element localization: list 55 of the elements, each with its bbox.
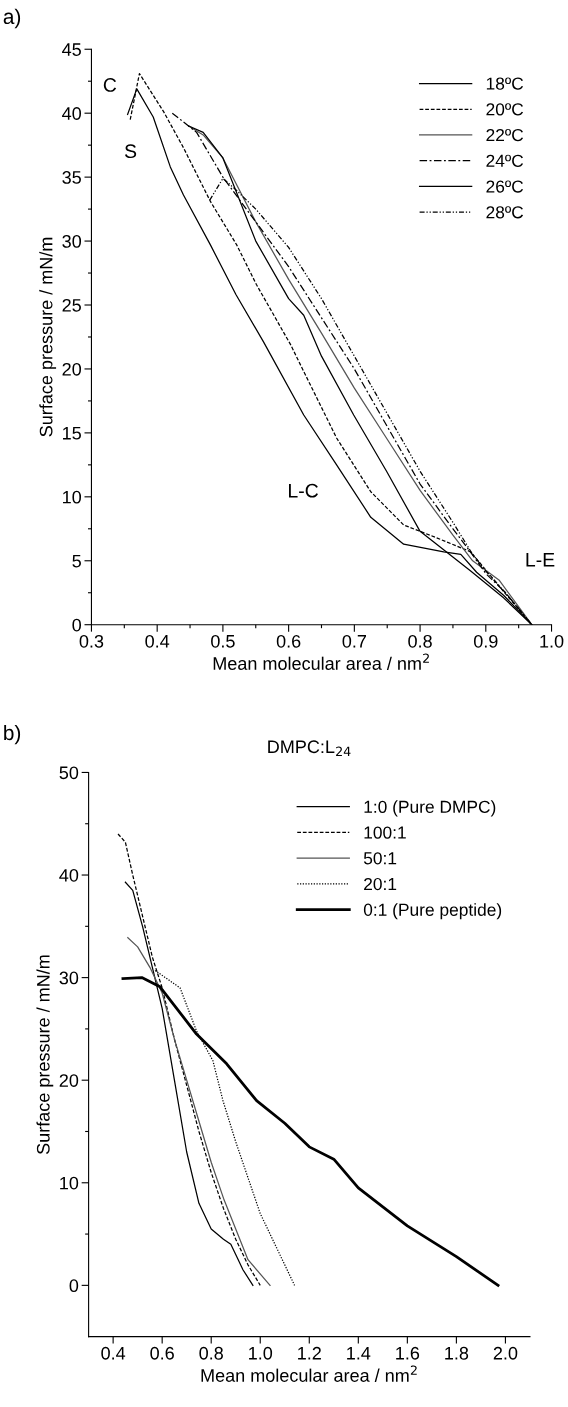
x-tick-label: 1.6: [396, 1346, 420, 1360]
x-axis-title: Mean molecular area / nm$^{2}$: [201, 1365, 417, 1382]
y-tick-label: 10: [63, 490, 82, 504]
x-tick-label: 2.0: [493, 1346, 518, 1360]
x-tick-label: 0.5: [211, 634, 235, 648]
y-tick-label: 30: [59, 971, 79, 985]
legend-label: 24ºC: [486, 154, 524, 167]
annotation: S: [124, 144, 137, 159]
x-tick-label: 0.8: [199, 1346, 223, 1360]
annotation: L-C: [289, 483, 319, 498]
chart-title: DMPC:L$_{24}$: [268, 740, 351, 756]
x-tick-label: 0.7: [342, 634, 366, 648]
y-tick-label: 50: [59, 766, 79, 780]
y-tick-label: 5: [72, 554, 81, 568]
x-tick-label: 0.6: [276, 634, 301, 648]
x-tick-label: 1.8: [445, 1346, 469, 1360]
y-tick-label: 15: [63, 427, 81, 440]
x-tick-label: 1.0: [249, 1346, 273, 1360]
text: b): [4, 724, 21, 745]
y-tick-label: 40: [62, 107, 82, 120]
x-tick-label: 1.0: [540, 634, 564, 648]
y-tick-label: 0: [69, 1279, 79, 1293]
annotation: C: [103, 78, 117, 92]
x-axis-title: Mean molecular area / nm$^{2}$: [213, 653, 429, 670]
legend-label: 20ºC: [486, 103, 524, 116]
x-tick-label: 0.8: [408, 634, 432, 648]
y-tick-label: 0: [72, 618, 82, 632]
y-tick-label: 10: [60, 1176, 79, 1190]
x-tick-label: 0.9: [473, 634, 498, 648]
legend-label: 28ºC: [486, 206, 524, 219]
x-tick-label: 0.4: [145, 634, 170, 648]
y-tick-label: 20: [59, 1074, 79, 1087]
y-axis-title: Surface pressure / mN/m: [36, 955, 54, 1155]
legend-label: 20:1: [364, 877, 397, 891]
x-tick-label: 1.2: [298, 1346, 321, 1360]
annotation: L-E: [526, 553, 555, 567]
x-tick-label: 0.6: [150, 1346, 174, 1360]
y-tick-label: 40: [59, 868, 79, 882]
y-tick-label: 45: [62, 43, 81, 56]
y-tick-label: 35: [62, 171, 81, 184]
legend-label: 100:1: [364, 826, 406, 839]
text: a): [3, 8, 21, 29]
legend-label: 50:1: [363, 852, 397, 865]
legend-label: 26ºC: [486, 180, 524, 193]
x-tick-label: 0.4: [101, 1346, 126, 1360]
legend-label: 0:1 (Pure peptide): [363, 903, 502, 920]
y-tick-label: 30: [62, 235, 82, 248]
y-axis-title: Surface pressure / mN/m: [39, 237, 57, 437]
y-tick-label: 20: [62, 362, 82, 376]
legend-label: 1:0 (Pure DMPC): [364, 800, 496, 817]
x-tick-label: 1.4: [347, 1347, 371, 1360]
y-tick-label: 25: [62, 298, 81, 312]
legend-label: 22ºC: [486, 128, 524, 142]
legend-label: 18ºC: [486, 77, 524, 90]
x-tick-label: 0.3: [79, 634, 104, 648]
